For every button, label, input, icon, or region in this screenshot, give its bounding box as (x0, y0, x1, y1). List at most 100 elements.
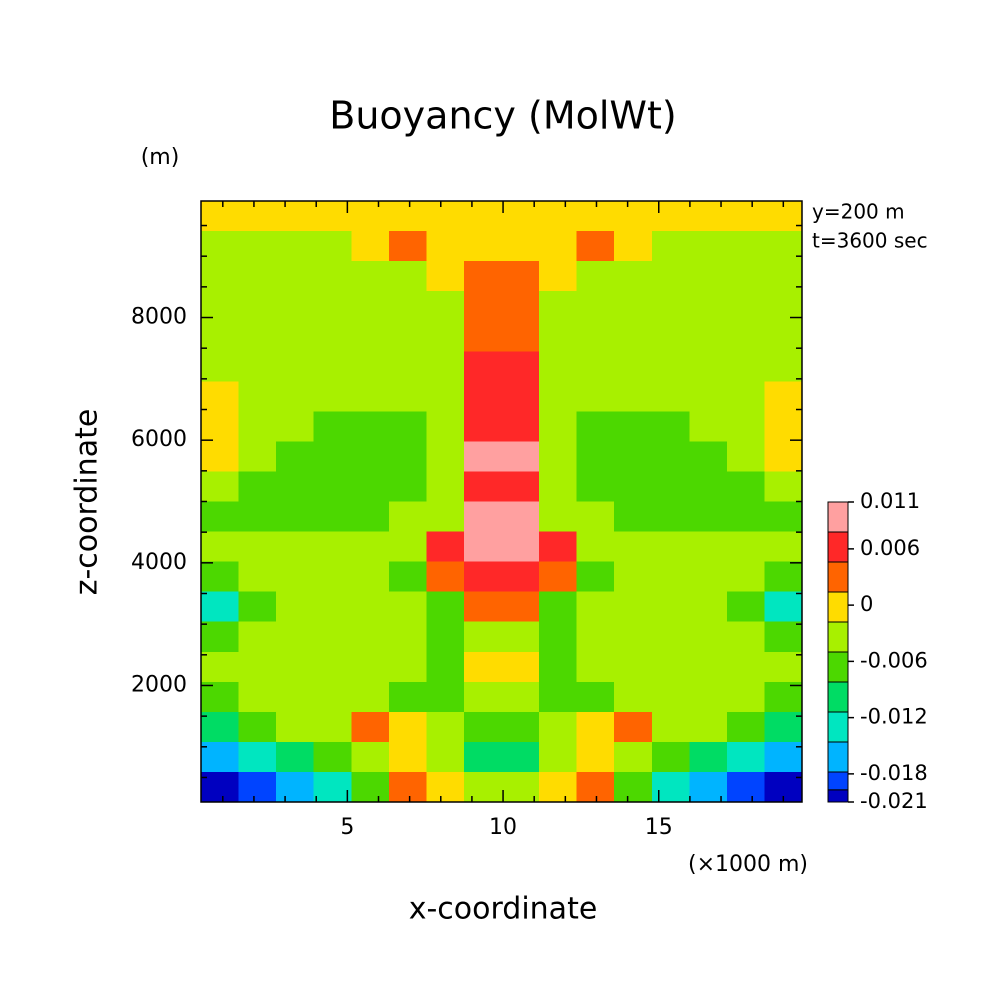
contour-cell (201, 741, 240, 773)
contour-cell (689, 561, 728, 593)
contour-cell (351, 681, 390, 713)
colorbar-tick-label: -0.006 (860, 648, 928, 672)
contour-cell (463, 501, 503, 533)
contour-cell (238, 531, 277, 563)
contour-cell (238, 411, 277, 442)
contour-cell (764, 681, 803, 713)
colorbar-tick-label: -0.018 (860, 761, 928, 785)
contour-cell (388, 351, 427, 382)
contour-cell (276, 381, 315, 412)
contour-cell (539, 771, 578, 803)
contour-cell (276, 711, 315, 743)
contour-cell (388, 231, 427, 262)
contour-cell (426, 681, 465, 713)
contour-cell (426, 741, 465, 773)
contour-cell (388, 381, 427, 412)
contour-cell (351, 441, 390, 473)
contour-cell (388, 711, 427, 743)
contour-cell (614, 501, 653, 533)
contour-cell (388, 651, 427, 683)
y-tick-label: 2000 (131, 672, 187, 697)
contour-cell (351, 651, 390, 683)
contour-cell (276, 681, 315, 713)
x-axis-label: x-coordinate (409, 892, 598, 927)
contour-cell (539, 711, 578, 743)
contour-cell (426, 711, 465, 743)
contour-cell (651, 501, 690, 533)
contour-cell (501, 201, 540, 232)
contour-cell (651, 531, 690, 563)
contour-cell (726, 681, 766, 713)
contour-cell (539, 321, 578, 352)
contour-cell (313, 561, 352, 593)
contour-cell (576, 531, 615, 563)
contour-cell (764, 351, 803, 382)
contour-cell (388, 201, 427, 232)
contour-cell (501, 501, 540, 533)
x-unit: (×1000 m) (688, 852, 808, 877)
contour-cell (201, 651, 240, 683)
contour-cell (764, 561, 803, 593)
contour-cell (614, 531, 653, 563)
contour-cell (614, 261, 653, 292)
contour-cell (238, 621, 277, 653)
contour-field (201, 201, 803, 803)
contour-cell (614, 741, 653, 773)
y-tick-label: 6000 (131, 427, 187, 452)
contour-cell (764, 471, 803, 503)
contour-cell (238, 381, 277, 412)
contour-cell (426, 561, 465, 593)
contour-cell (388, 441, 427, 473)
contour-cell (614, 381, 653, 412)
contour-cell (313, 621, 352, 653)
contour-cell (651, 261, 690, 292)
contour-cell (313, 381, 352, 412)
colorbar-tick-label: 0.006 (860, 536, 920, 560)
contour-cell (201, 591, 240, 623)
contour-cell (576, 381, 615, 412)
contour-cell (651, 741, 690, 773)
contour-cell (276, 291, 315, 322)
contour-cell (313, 441, 352, 473)
contour-cell (539, 531, 578, 563)
contour-cell (539, 411, 578, 442)
contour-cell (614, 321, 653, 352)
contour-cell (201, 261, 240, 292)
contour-cell (576, 621, 615, 653)
contour-cell (426, 591, 465, 623)
contour-cell (576, 741, 615, 773)
contour-cell (501, 741, 540, 773)
contour-cell (651, 711, 690, 743)
contour-cell (614, 411, 653, 442)
contour-cell (576, 441, 615, 473)
contour-cell (201, 531, 240, 563)
contour-cell (276, 411, 315, 442)
colorbar-box (827, 621, 849, 653)
contour-cell (238, 351, 277, 382)
contour-cell (689, 351, 728, 382)
contour-cell (576, 351, 615, 382)
contour-cell (463, 711, 503, 743)
contour-cell (463, 321, 503, 352)
contour-cell (201, 231, 240, 262)
contour-cell (576, 321, 615, 352)
contour-cell (276, 561, 315, 593)
contour-cell (313, 411, 352, 442)
contour-cell (501, 771, 540, 803)
contour-cell (351, 471, 390, 503)
contour-cell (313, 351, 352, 382)
contour-cell (276, 321, 315, 352)
colorbar-box (827, 741, 849, 773)
contour-cell (463, 261, 503, 292)
contour-cell (463, 471, 503, 503)
contour-cell (689, 651, 728, 683)
contour-cell (651, 441, 690, 473)
contour-cell (238, 471, 277, 503)
contour-cell (576, 261, 615, 292)
contour-cell (201, 621, 240, 653)
contour-cell (614, 711, 653, 743)
contour-cell (539, 471, 578, 503)
colorbar-box (827, 561, 849, 593)
contour-cell (501, 681, 540, 713)
